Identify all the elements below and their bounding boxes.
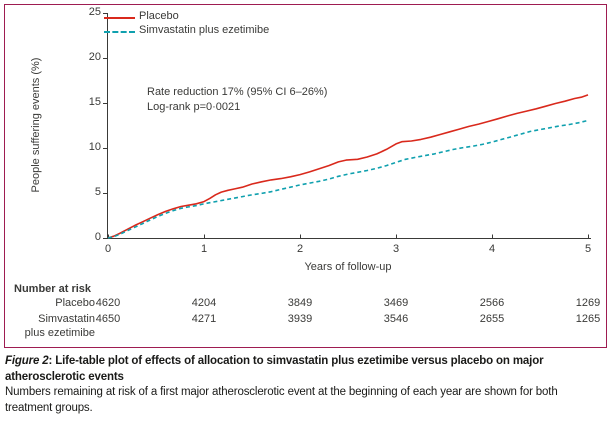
x-tick-label: 4: [488, 243, 496, 255]
y-tick-label: 0: [94, 231, 101, 243]
risk-value: 1269: [575, 297, 601, 309]
rate-reduction-text: Rate reduction 17% (95% CI 6–26%): [147, 86, 328, 98]
placebo-line-swatch: [104, 17, 135, 19]
caption-title-line2: atherosclerotic events: [5, 370, 124, 383]
legend-label-placebo: Placebo: [139, 10, 179, 22]
caption-body-line2: treatment groups.: [5, 401, 93, 414]
figure-caption: Figure 2: Life-table plot of effects of …: [5, 354, 609, 416]
x-tick-label: 3: [392, 243, 400, 255]
risk-value: 3546: [383, 313, 409, 325]
ezetimibe-line-swatch: [104, 31, 135, 33]
risk-value: 4271: [191, 313, 217, 325]
risk-row-label: Simvastatin: [38, 313, 95, 325]
risk-value: 2655: [479, 313, 505, 325]
x-axis-title: Years of follow-up: [304, 261, 392, 273]
number-at-risk-heading: Number at risk: [14, 283, 92, 295]
risk-value: 4620: [95, 297, 121, 309]
curve-ezetimibe: [107, 119, 589, 239]
x-tick-label: 1: [200, 243, 208, 255]
x-tick-label: 2: [296, 243, 304, 255]
risk-value: 3939: [287, 313, 313, 325]
legend-label-ezetimibe: Simvastatin plus ezetimibe: [139, 24, 270, 36]
caption-title-line1: Figure 2: Life-table plot of effects of …: [5, 354, 609, 370]
figure-frame: [4, 4, 607, 348]
caption-figure-label: Figure 2: [5, 355, 49, 367]
y-tick-label: 10: [88, 141, 101, 153]
x-tick-label: 5: [584, 243, 592, 255]
risk-value: 3469: [383, 297, 409, 309]
y-tick-label: 5: [94, 186, 101, 198]
caption-title-rest: : Life-table plot of effects of allocati…: [48, 355, 544, 367]
risk-row-label: plus ezetimibe: [24, 327, 95, 339]
curve-placebo: [107, 94, 589, 239]
caption-body-line1: Numbers remaining at risk of a first maj…: [5, 386, 558, 398]
y-tick-label: 25: [88, 6, 101, 18]
y-tick-label: 15: [88, 96, 101, 108]
risk-row-label: Placebo: [55, 297, 95, 309]
risk-value: 1265: [575, 313, 601, 325]
y-axis-title: People suffering events (%): [30, 57, 42, 193]
risk-value: 2566: [479, 297, 505, 309]
logrank-text: Log-rank p=0·0021: [147, 101, 241, 113]
x-tick-label: 0: [104, 243, 112, 255]
risk-value: 4650: [95, 313, 121, 325]
risk-value: 4204: [191, 297, 217, 309]
stats-annotation: Rate reduction 17% (95% CI 6–26%) Log-ra…: [147, 85, 327, 115]
axis-lines: [107, 13, 591, 239]
y-tick-label: 20: [88, 51, 101, 63]
risk-value: 3849: [287, 297, 313, 309]
